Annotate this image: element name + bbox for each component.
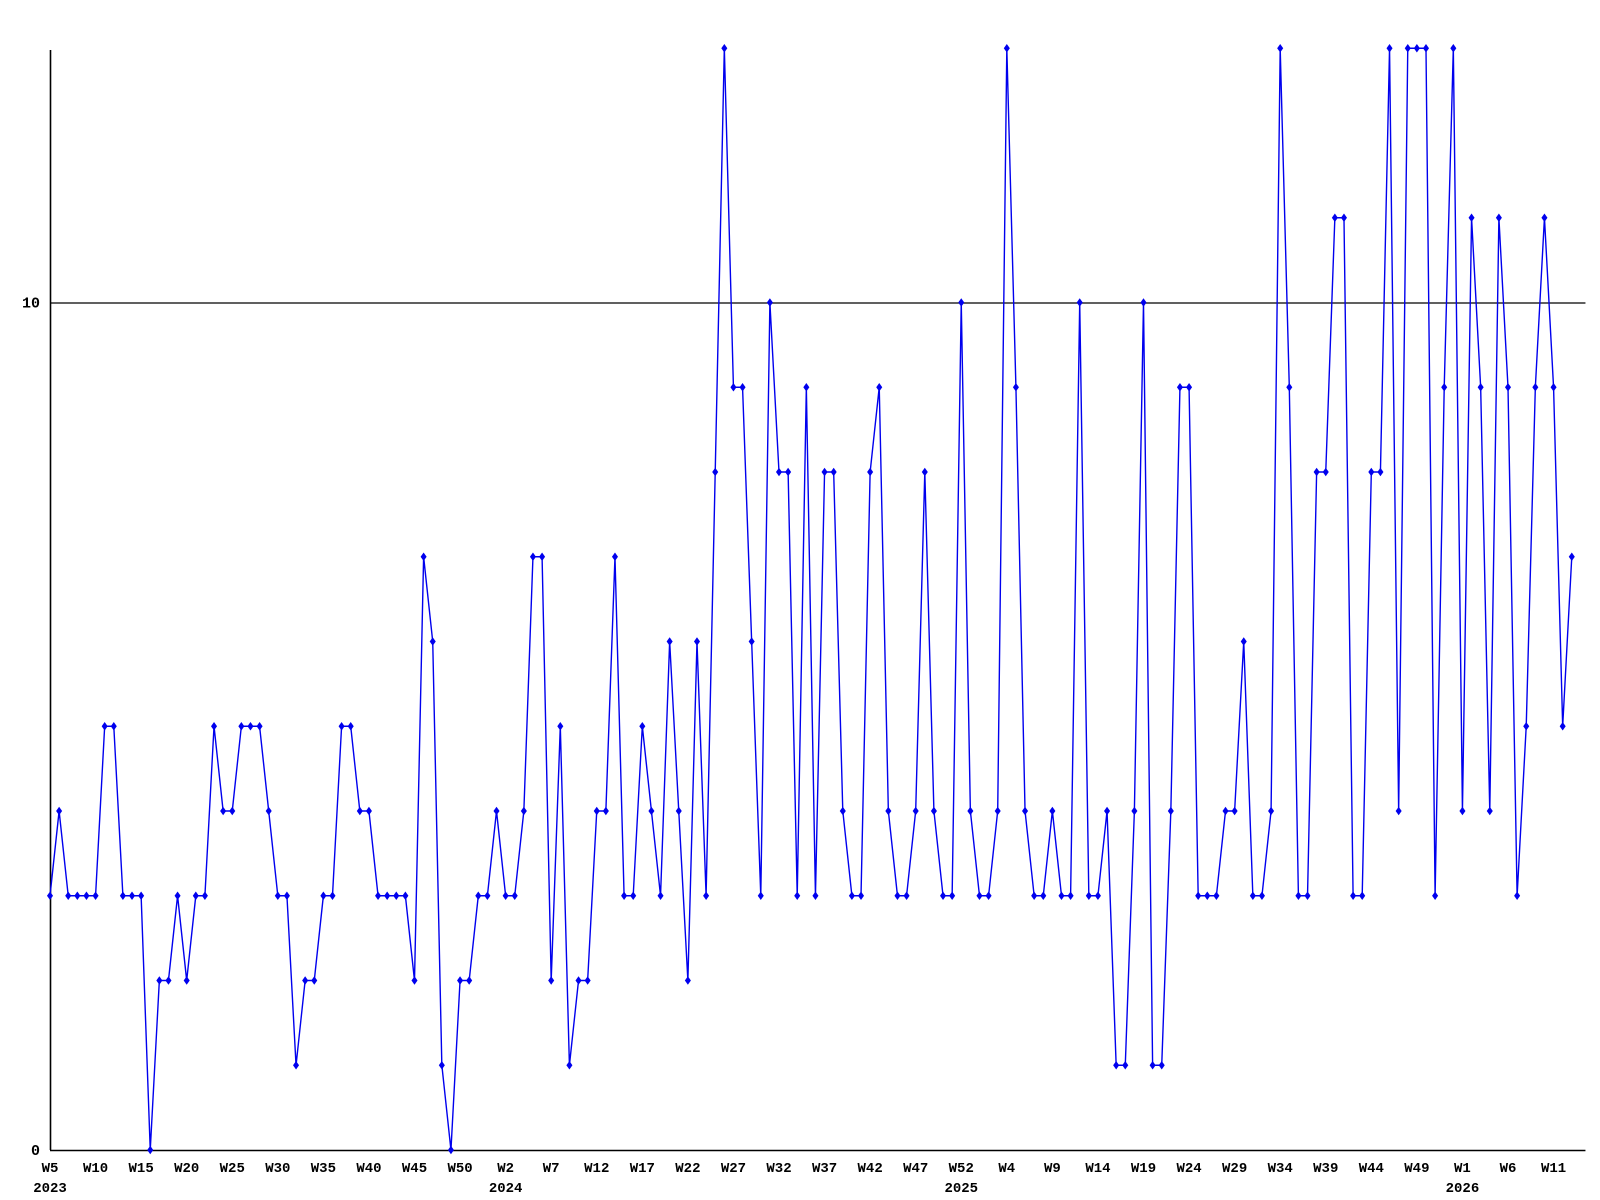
svg-text:W17: W17 bbox=[630, 1161, 655, 1177]
svg-text:W1: W1 bbox=[1454, 1161, 1471, 1177]
svg-text:W24: W24 bbox=[1176, 1161, 1201, 1177]
svg-text:2025: 2025 bbox=[944, 1181, 978, 1197]
svg-text:0: 0 bbox=[31, 1143, 40, 1160]
svg-text:W20: W20 bbox=[174, 1161, 199, 1177]
svg-text:W34: W34 bbox=[1268, 1161, 1293, 1177]
svg-text:W14: W14 bbox=[1085, 1161, 1110, 1177]
svg-text:W22: W22 bbox=[675, 1161, 700, 1177]
svg-text:2026: 2026 bbox=[1446, 1181, 1480, 1197]
svg-text:W50: W50 bbox=[447, 1161, 472, 1177]
svg-text:W11: W11 bbox=[1541, 1161, 1566, 1177]
svg-text:W29: W29 bbox=[1222, 1161, 1247, 1177]
svg-text:W9: W9 bbox=[1044, 1161, 1061, 1177]
svg-text:W5: W5 bbox=[42, 1161, 59, 1177]
svg-text:W44: W44 bbox=[1359, 1161, 1384, 1177]
svg-text:W19: W19 bbox=[1131, 1161, 1156, 1177]
svg-text:2023: 2023 bbox=[33, 1181, 67, 1197]
svg-text:W40: W40 bbox=[356, 1161, 381, 1177]
svg-text:W15: W15 bbox=[129, 1161, 154, 1177]
svg-text:10: 10 bbox=[22, 296, 40, 313]
svg-text:W49: W49 bbox=[1404, 1161, 1429, 1177]
svg-text:W47: W47 bbox=[903, 1161, 928, 1177]
svg-text:W35: W35 bbox=[311, 1161, 336, 1177]
svg-text:W4: W4 bbox=[998, 1161, 1015, 1177]
svg-text:W12: W12 bbox=[584, 1161, 609, 1177]
svg-text:W52: W52 bbox=[949, 1161, 974, 1177]
svg-text:W10: W10 bbox=[83, 1161, 108, 1177]
svg-text:W25: W25 bbox=[220, 1161, 245, 1177]
svg-text:W39: W39 bbox=[1313, 1161, 1338, 1177]
svg-text:W45: W45 bbox=[402, 1161, 427, 1177]
svg-text:W37: W37 bbox=[812, 1161, 837, 1177]
svg-text:W7: W7 bbox=[543, 1161, 560, 1177]
svg-text:W30: W30 bbox=[265, 1161, 290, 1177]
svg-text:W6: W6 bbox=[1500, 1161, 1517, 1177]
svg-text:W42: W42 bbox=[858, 1161, 883, 1177]
svg-text:W2: W2 bbox=[497, 1161, 514, 1177]
svg-text:W27: W27 bbox=[721, 1161, 746, 1177]
svg-text:W32: W32 bbox=[766, 1161, 791, 1177]
svg-text:2024: 2024 bbox=[489, 1181, 523, 1197]
